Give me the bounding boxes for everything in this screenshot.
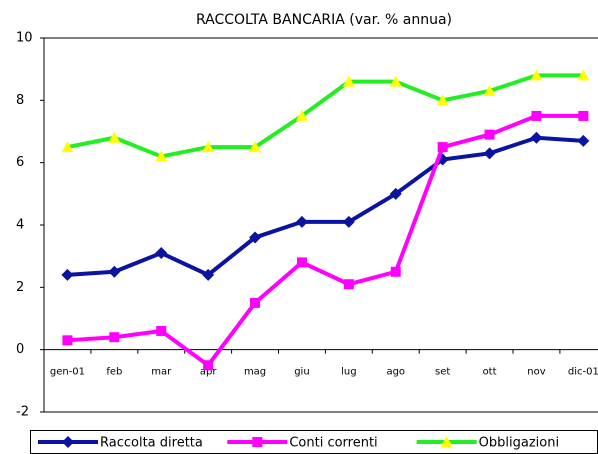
legend-marker [62,436,74,448]
point [342,75,355,87]
point [61,141,74,153]
point [531,110,542,121]
plot-frame [43,37,598,413]
x-tick-label: ott [483,367,497,378]
point [155,150,168,162]
point [343,279,354,290]
point [483,147,496,160]
point [156,325,167,336]
y-tick-label: 4 [16,218,24,233]
point [249,141,262,153]
x-tick-label: feb [106,367,122,378]
y-tick-label: 8 [16,93,24,108]
point [577,69,590,81]
point [577,134,590,147]
point [437,142,448,153]
point [202,268,215,281]
point [108,131,121,143]
point [389,75,402,87]
point [578,110,589,121]
legend-marker [440,436,453,447]
x-tick-label: giu [294,367,309,378]
y-tick-label: 0 [16,342,24,357]
x-tick-label: ago [386,367,405,378]
point [530,69,543,81]
legend-label: Obbligazioni [479,436,559,451]
x-tick-label: set [435,367,450,378]
point [390,266,401,277]
point [436,94,449,106]
x-tick-label: nov [527,367,545,378]
x-tick-label: dic-01 [568,367,598,378]
series-line [67,135,584,278]
y-tick-label: 10 [16,31,33,46]
point [295,109,308,121]
x-tick-label: mag [244,367,266,378]
y-tick-label: 6 [16,155,24,170]
point [295,215,308,228]
x-tick-label: lug [341,367,356,378]
x-tick-label: apr [200,367,217,378]
legend-label: Conti correnti [289,436,377,451]
point [483,84,496,96]
point [484,129,495,140]
y-tick-label: 2 [16,280,24,295]
point [296,257,307,268]
point [155,247,168,260]
point [61,268,74,281]
x-tick-label: mar [151,367,172,378]
series-line [67,73,584,159]
point [342,215,355,228]
legend-label: Raccolta diretta [100,436,203,451]
point [389,187,402,200]
point [250,297,261,308]
y-tick-label: -2 [16,405,29,420]
point [109,332,120,343]
legend-marker [252,437,263,447]
point [249,231,262,244]
point [203,360,214,371]
point [202,141,215,153]
x-tick-label: gen-01 [50,367,85,378]
point [530,131,543,144]
point [108,265,121,278]
chart-title: RACCOLTA BANCARIA (var. % annua) [196,12,452,28]
point [62,335,73,346]
series-line [67,113,584,369]
